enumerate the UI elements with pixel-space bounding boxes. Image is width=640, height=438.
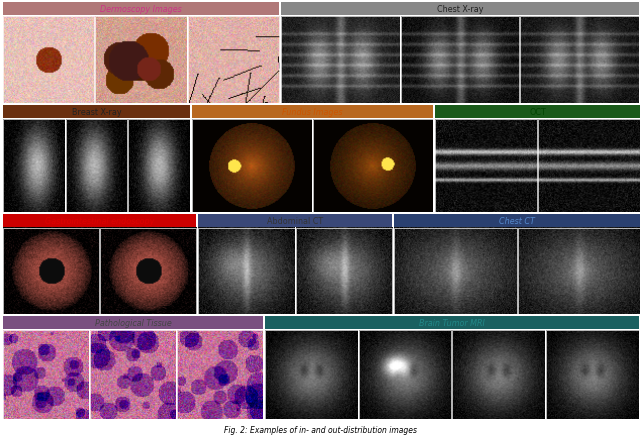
Text: Abdominal CT: Abdominal CT <box>267 216 323 225</box>
Text: Gastrointestinal endoscopy: Gastrointestinal endoscopy <box>45 216 154 225</box>
Bar <box>3 17 94 103</box>
Bar <box>518 228 640 314</box>
Bar <box>401 17 519 103</box>
Bar <box>3 214 196 227</box>
Bar <box>3 106 190 118</box>
Bar <box>188 17 279 103</box>
Bar <box>394 214 640 227</box>
Bar <box>281 3 639 16</box>
Bar <box>452 331 545 419</box>
Bar <box>435 106 640 118</box>
Bar <box>3 317 263 329</box>
Text: OCT: OCT <box>530 107 547 117</box>
Bar <box>265 317 639 329</box>
Bar <box>95 17 186 103</box>
Bar <box>538 120 640 212</box>
Bar <box>520 17 639 103</box>
Text: Breast X-ray: Breast X-ray <box>72 107 122 117</box>
Bar <box>394 228 517 314</box>
Bar <box>192 106 433 118</box>
Bar <box>66 120 127 212</box>
Bar <box>3 331 89 419</box>
Bar <box>3 228 99 314</box>
Bar <box>281 17 399 103</box>
Text: Brain Tumor MRI: Brain Tumor MRI <box>419 318 485 328</box>
Bar <box>296 228 392 314</box>
Text: Fundus Images: Fundus Images <box>282 107 343 117</box>
Text: Chest X-ray: Chest X-ray <box>436 5 483 14</box>
Text: Chest CT: Chest CT <box>499 216 535 225</box>
Bar <box>3 120 65 212</box>
Bar <box>90 331 176 419</box>
Bar <box>3 3 279 16</box>
Bar <box>546 331 639 419</box>
Bar <box>198 214 392 227</box>
Bar <box>100 228 196 314</box>
Bar <box>192 120 312 212</box>
Bar <box>265 331 358 419</box>
Bar <box>435 120 538 212</box>
Text: Fig. 2: Examples of in- and out-distribution images: Fig. 2: Examples of in- and out-distribu… <box>223 426 417 434</box>
Text: Pathological Tissue: Pathological Tissue <box>95 318 172 328</box>
Bar <box>198 228 294 314</box>
Text: Dermoscopy Images: Dermoscopy Images <box>100 5 182 14</box>
Bar <box>129 120 190 212</box>
Bar <box>358 331 451 419</box>
Bar <box>177 331 263 419</box>
Bar <box>313 120 433 212</box>
